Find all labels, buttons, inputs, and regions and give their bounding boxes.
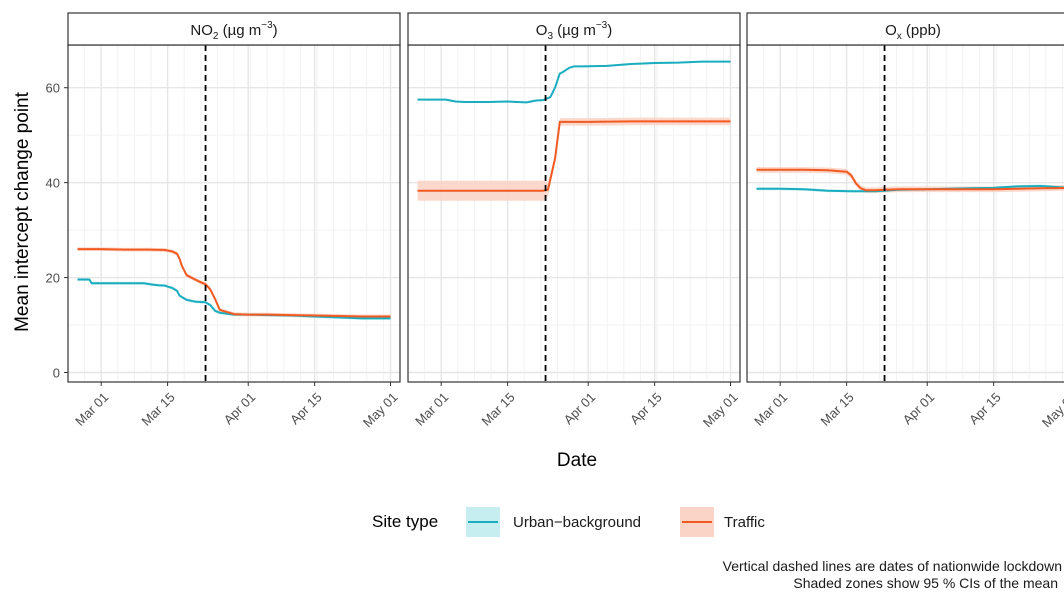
- grid-minor: [747, 45, 1064, 382]
- legend-key-urban-background: [466, 507, 500, 537]
- x-tick-label: Apr 15: [287, 390, 325, 428]
- x-tick-label: Mar 15: [478, 390, 517, 429]
- x-tick-label: Apr 15: [966, 390, 1004, 428]
- legend-key-traffic: [680, 507, 714, 537]
- grid-major: [747, 45, 1064, 382]
- facet-strip-label: Ox (ppb): [885, 22, 941, 42]
- ci-ribbon-traffic: [756, 167, 1064, 194]
- caption-line-1: Vertical dashed lines are dates of natio…: [723, 558, 1062, 574]
- y-tick-label: 0: [53, 366, 60, 381]
- grid-minor: [408, 45, 740, 382]
- x-tick-label: Mar 01: [751, 390, 790, 429]
- x-axis-title: Date: [557, 450, 597, 471]
- x-tick-label: Apr 01: [221, 390, 259, 428]
- legend-label-traffic: Traffic: [724, 514, 765, 531]
- y-axis-title: Mean intercept change point: [12, 91, 33, 331]
- y-tick-label: 20: [46, 271, 60, 286]
- legend: Site type Urban−background Traffic: [372, 507, 765, 537]
- series-line-traffic: [417, 120, 731, 192]
- y-tick-label: 40: [46, 176, 60, 191]
- panels-layer: NO2 (µg m−3) Mar 01 Mar 15 Apr 01 Apr 15 May …: [46, 12, 1064, 431]
- x-tick-label: May 01: [700, 390, 741, 431]
- panel-border: [746, 44, 1064, 383]
- ci-ribbon-traffic: [417, 117, 731, 201]
- series-line-traffic: [756, 168, 1064, 192]
- ci-ribbon-urban-background: [77, 278, 391, 320]
- x-tick-label: Mar 15: [817, 390, 856, 429]
- facet-panel-2: O3 (µg m−3) Mar 01 Mar 15 Apr 01 Apr 15 May 0…: [407, 12, 741, 431]
- x-tick-label: May 01: [360, 390, 401, 431]
- series-line-urban-background: [417, 60, 731, 104]
- facet-panel-3: Ox (ppb) Mar 01 Mar 15 Apr 01 Apr 15 May 01: [746, 12, 1064, 431]
- series-line-traffic: [77, 248, 391, 318]
- x-tick-label: Mar 01: [72, 390, 111, 429]
- facet-strip-label: O3 (µg m−3): [536, 20, 612, 42]
- legend-label-urban-background: Urban−background: [513, 514, 641, 531]
- x-tick-label: Apr 01: [900, 390, 938, 428]
- y-tick-label: 60: [46, 81, 60, 96]
- x-tick-label: Apr 01: [561, 390, 599, 428]
- facet-panel-1: NO2 (µg m−3) Mar 01 Mar 15 Apr 01 Apr 15 May …: [46, 12, 401, 431]
- x-tick-label: May 01: [1039, 390, 1064, 431]
- grid-major: [68, 45, 400, 382]
- x-tick-label: Mar 01: [412, 390, 451, 429]
- grid-minor: [68, 45, 400, 382]
- x-tick-label: Apr 15: [627, 390, 665, 428]
- facet-strip-label: NO2 (µg m−3): [190, 20, 277, 42]
- legend-title: Site type: [372, 512, 438, 531]
- facet-strip: [67, 12, 401, 46]
- x-tick-label: Mar 15: [138, 390, 177, 429]
- facet-strip: [407, 12, 741, 46]
- caption-line-2: Shaded zones show 95 % CIs of the mean: [793, 575, 1058, 591]
- facet-strip: [746, 12, 1064, 46]
